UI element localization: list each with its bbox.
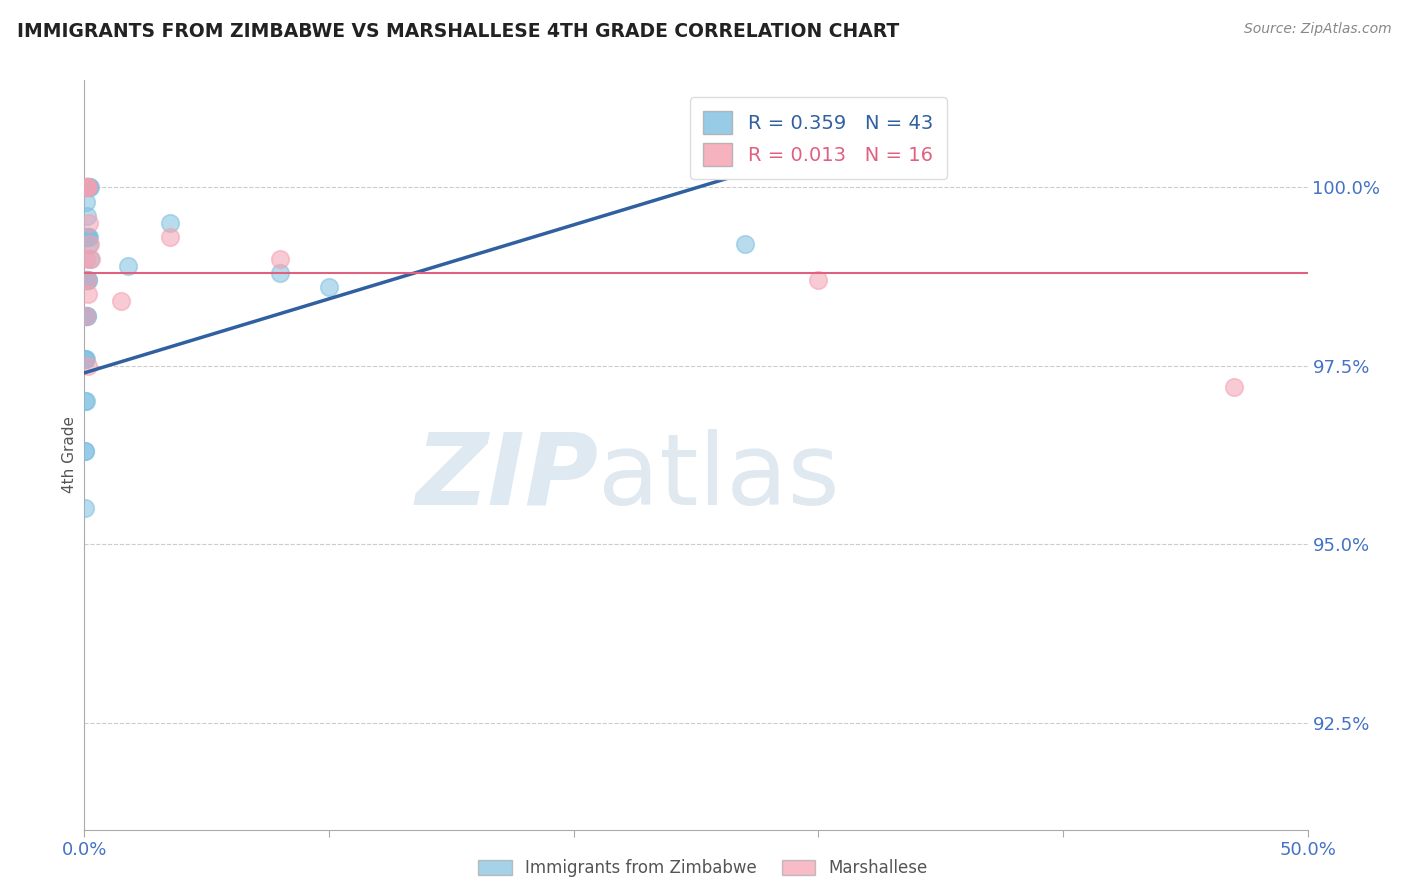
Point — [77, 180, 100, 194]
Point — [76, 273, 98, 287]
Point — [75, 273, 97, 287]
Legend: Immigrants from Zimbabwe, Marshallese: Immigrants from Zimbabwe, Marshallese — [471, 853, 935, 884]
Point — [734, 237, 756, 252]
Text: IMMIGRANTS FROM ZIMBABWE VS MARSHALLESE 4TH GRADE CORRELATION CHART: IMMIGRANTS FROM ZIMBABWE VS MARSHALLESE … — [17, 22, 898, 41]
Point — [117, 259, 139, 273]
Point — [76, 359, 98, 373]
Point — [77, 230, 100, 244]
Point — [75, 394, 97, 409]
Point — [77, 230, 100, 244]
Point — [76, 180, 98, 194]
Text: atlas: atlas — [598, 429, 839, 526]
Point — [80, 252, 103, 266]
Point — [73, 444, 96, 458]
Point — [75, 309, 97, 323]
Point — [79, 252, 101, 266]
Y-axis label: 4th Grade: 4th Grade — [62, 417, 77, 493]
Point — [75, 230, 97, 244]
Point — [79, 180, 101, 194]
Point — [76, 180, 98, 194]
Point — [73, 351, 96, 366]
Point — [73, 501, 96, 516]
Point — [76, 230, 98, 244]
Point — [75, 180, 97, 194]
Point — [77, 180, 100, 194]
Point — [75, 194, 97, 209]
Point — [76, 230, 98, 244]
Point — [807, 273, 830, 287]
Point — [77, 237, 100, 252]
Point — [77, 287, 100, 301]
Point — [76, 309, 98, 323]
Point — [318, 280, 340, 294]
Point — [110, 294, 132, 309]
Point — [75, 351, 97, 366]
Point — [76, 209, 98, 223]
Point — [75, 351, 97, 366]
Text: ZIP: ZIP — [415, 429, 598, 526]
Point — [159, 230, 181, 244]
Point — [75, 309, 97, 323]
Text: Source: ZipAtlas.com: Source: ZipAtlas.com — [1244, 22, 1392, 37]
Point — [76, 273, 98, 287]
Point — [77, 216, 100, 230]
Point — [75, 252, 97, 266]
Point — [75, 309, 97, 323]
Point — [75, 394, 97, 409]
Point — [77, 180, 100, 194]
Point — [1223, 380, 1246, 394]
Point — [75, 180, 97, 194]
Point — [75, 444, 97, 458]
Point — [76, 309, 98, 323]
Point — [77, 273, 100, 287]
Point — [76, 273, 98, 287]
Point — [76, 273, 98, 287]
Point — [269, 252, 291, 266]
Point — [75, 273, 97, 287]
Point — [75, 230, 97, 244]
Legend: R = 0.359   N = 43, R = 0.013   N = 16: R = 0.359 N = 43, R = 0.013 N = 16 — [690, 97, 946, 179]
Point — [75, 180, 97, 194]
Point — [76, 180, 98, 194]
Point — [79, 237, 101, 252]
Point — [77, 180, 100, 194]
Point — [75, 273, 97, 287]
Point — [75, 309, 97, 323]
Point — [269, 266, 291, 280]
Point — [159, 216, 181, 230]
